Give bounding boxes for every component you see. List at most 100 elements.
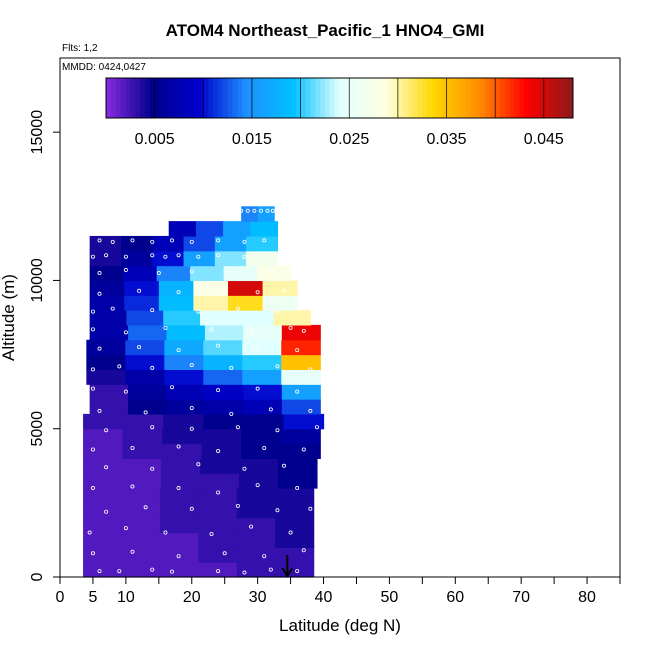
heat-cell [156,265,191,282]
colorbar-segment [368,78,375,118]
heat-cell [89,280,125,296]
colorbar-segment [339,78,345,118]
colorbar-segment [110,78,117,118]
sample-point [255,483,260,488]
heat-cell [203,339,243,356]
heat-cell [257,206,275,222]
heat-cell [83,428,124,445]
colorbar-segment [451,78,457,118]
sample-point [150,567,155,572]
heat-cell [83,517,123,534]
heat-cell [201,443,242,459]
heat-cell [275,532,315,548]
colorbar-segment [183,78,190,118]
colorbar-segment [553,78,559,118]
sample-point [216,490,221,495]
chart-title: ATOM4 Northeast_Pacific_1 HNO4_GMI [166,21,485,40]
heat-cell [86,354,126,370]
colorbar-segment [315,78,321,118]
colorbar-segment [504,78,511,118]
colorbar-segment [456,78,462,118]
sample-point [252,208,257,213]
sample-point [143,505,148,510]
heat-cell [121,532,161,548]
sample-point [295,348,300,353]
sample-point [163,325,168,330]
sample-point [295,486,300,491]
heat-cell [121,502,161,519]
colorbar-segment [178,78,185,118]
heat-cell [158,280,195,296]
colorbar-tick-label: 0.045 [524,131,564,148]
heat-cell [122,428,163,445]
colorbar-segment [470,78,477,118]
sample-point [150,253,155,258]
sample-point [169,569,174,574]
colorbar-segment [402,78,409,118]
heat-cell [86,369,126,385]
sample-point [110,239,115,244]
heat-cell [125,369,165,385]
heat-cell [275,517,315,534]
heat-cell [83,502,123,519]
sample-point [90,327,95,332]
heat-cell [204,324,244,341]
sample-point [123,389,128,394]
colorbar-segment [159,78,165,118]
sample-point [268,407,273,412]
sample-point [123,330,128,335]
heat-cell [159,562,199,578]
sample-point [258,208,263,213]
heat-cell [159,488,199,504]
sample-point [308,408,313,413]
heat-cell [122,458,162,474]
colorbar-tick-label: 0.015 [232,131,272,148]
heat-cell [243,399,283,415]
sample-point [163,530,168,535]
colorbar-segment [237,78,243,118]
colorbar-segment [431,78,438,118]
y-axis-label: Altitude (m) [0,274,18,361]
colorbar-segment [373,78,379,118]
sample-point [150,466,155,471]
heat-cell [152,235,185,252]
heat-cell [281,324,321,341]
sample-point [235,503,240,508]
colorbar-segment [378,78,384,118]
heat-cell [283,413,325,430]
sample-point [262,554,267,559]
sample-point [169,238,174,243]
x-axis-label: Latitude (deg N) [279,616,401,635]
y-tick-label: 5000 [29,411,46,447]
heat-cell [89,265,124,282]
colorbar-segment [305,78,311,118]
heat-cell [243,384,283,400]
colorbar-tick-label: 0.005 [135,131,175,148]
colorbar-segment [524,78,530,118]
colorbar-segment [222,78,229,118]
sample-point [255,290,260,295]
x-tick-label: 5 [88,589,97,606]
sample-point [249,328,254,333]
sample-point [87,530,92,535]
heat-cell [193,295,229,311]
colorbar-segment [198,78,204,118]
sample-point [216,238,221,243]
heat-cell [200,458,240,474]
sample-point [130,238,135,243]
sample-point [104,509,109,514]
heat-cell [204,384,244,400]
heat-cell [241,443,282,459]
colorbar-segment [149,78,156,118]
y-tick-label: 0 [29,572,46,581]
sample-point [104,253,109,258]
colorbar-segment [388,78,394,118]
colorbar-segment [106,78,112,118]
sample-point [242,570,247,575]
x-tick-label: 50 [381,589,399,606]
heat-cell [123,265,158,282]
heat-cell [89,324,129,341]
sample-point [281,288,286,293]
heat-cell [236,488,276,504]
